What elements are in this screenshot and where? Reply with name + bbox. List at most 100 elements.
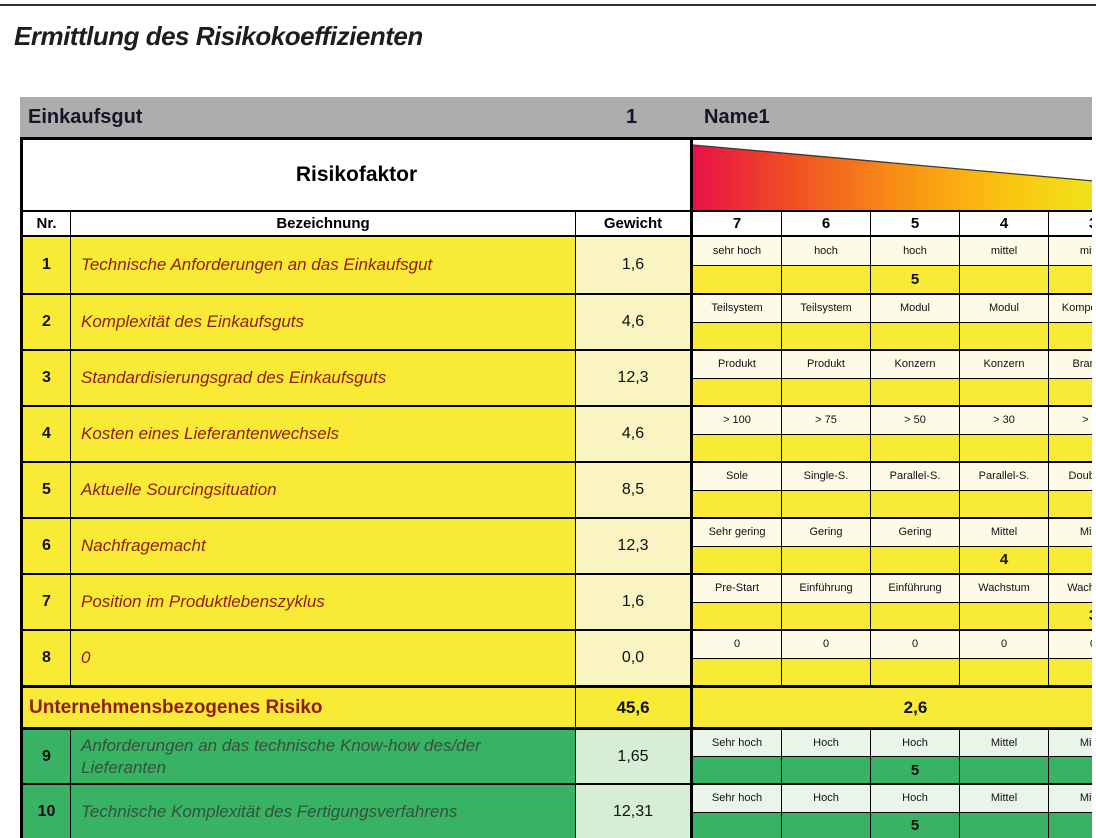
scale-cells: Sehr geringGeringGeringMittelMittel 4 bbox=[693, 519, 1092, 573]
row-bezeichnung: Standardisierungsgrad des Einkaufsguts bbox=[71, 351, 576, 405]
table-row: 10 Technische Komplexität des Fertigungs… bbox=[23, 783, 1092, 838]
row-number: 10 bbox=[23, 785, 71, 838]
scale-value-cell bbox=[960, 812, 1049, 838]
scale-label-cell: Branche bbox=[1049, 351, 1092, 378]
scale-value-cell bbox=[960, 434, 1049, 461]
row-gewicht: 12,3 bbox=[576, 351, 693, 405]
scale-cells: TeilsystemTeilsystemModulModulKomponente bbox=[693, 295, 1092, 349]
scale-value-cell bbox=[782, 434, 871, 461]
spreadsheet-scan: Einkaufsgut 1 Name1 Risikofaktor bbox=[20, 97, 1092, 838]
row-bezeichnung: Technische Anforderungen an das Einkaufs… bbox=[71, 237, 576, 293]
scale-label-cell: Single-S. bbox=[782, 463, 871, 490]
scale-value-cell bbox=[1049, 546, 1092, 573]
scale-value-cell bbox=[871, 602, 960, 629]
summary-row: Unternehmensbezogenes Risiko 45,6 2,6 bbox=[23, 685, 1092, 727]
scale-value-cell bbox=[782, 490, 871, 517]
scale-label-cell: 0 bbox=[1049, 631, 1092, 658]
scale-cells: Sehr hochHochHochMittelMittel 5 bbox=[693, 730, 1092, 783]
scale-value-cell bbox=[871, 378, 960, 405]
scale-value-cell bbox=[871, 322, 960, 349]
table-row: 1 Technische Anforderungen an das Einkau… bbox=[23, 237, 1092, 293]
scale-value-cell bbox=[782, 757, 871, 783]
row-bezeichnung: Position im Produktlebenszyklus bbox=[71, 575, 576, 629]
scale-label-cell: Wachstum bbox=[960, 575, 1049, 602]
scale-label-cell: > 30 bbox=[960, 407, 1049, 434]
scale-value-cell bbox=[693, 546, 782, 573]
scale-label-cell: 0 bbox=[960, 631, 1049, 658]
scale-label-cell: Hoch bbox=[871, 785, 960, 812]
scale-value-cell bbox=[871, 658, 960, 685]
row-gewicht: 1,6 bbox=[576, 575, 693, 629]
summary-risk-value: 2,6 bbox=[693, 688, 1092, 727]
scale-label-cell: Komponente bbox=[1049, 295, 1092, 322]
einkaufsgut-header-bar: Einkaufsgut 1 Name1 bbox=[20, 97, 1092, 137]
scale-label-cell: Gering bbox=[871, 519, 960, 546]
row-bezeichnung: Anforderungen an das technische Know-how… bbox=[71, 730, 576, 783]
scale-label-cell: > 20 bbox=[1049, 407, 1092, 434]
scale-value-cell bbox=[693, 434, 782, 461]
scale-label-cell: Mittel bbox=[960, 730, 1049, 756]
table-row: 6 Nachfragemacht 12,3 Sehr gering Gering G… bbox=[23, 517, 1092, 573]
page-title: Ermittlung des Risikokoeffizienten bbox=[14, 21, 423, 51]
scale-value-cell: 4 bbox=[960, 546, 1049, 573]
scale-value-cell bbox=[782, 658, 871, 685]
row-gewicht: 0,0 bbox=[576, 631, 693, 685]
scale-label-cell: Mittel bbox=[1049, 785, 1092, 812]
row-gewicht: 12,31 bbox=[576, 785, 693, 838]
table-row: 4 Kosten eines Lieferantenwechsels 4,6 >… bbox=[23, 405, 1092, 461]
einkaufsgut-label: Einkaufsgut bbox=[28, 105, 143, 128]
scale-value-cell bbox=[693, 265, 782, 293]
row-bezeichnung: Kosten eines Lieferantenwechsels bbox=[71, 407, 576, 461]
scale-value-subrow bbox=[693, 658, 1092, 685]
scale-cells: ProduktProduktKonzernKonzernBranche bbox=[693, 351, 1092, 405]
table-row: 9 Anforderungen an das technische Know-h… bbox=[23, 727, 1092, 783]
risk-gradient-scale bbox=[693, 140, 1092, 210]
row-number: 3 bbox=[23, 351, 71, 405]
scale-value-cell bbox=[782, 546, 871, 573]
scale-label-subrow: Sehr hochHochHochMittelMittel bbox=[693, 730, 1092, 757]
scale-label-cell: > 75 bbox=[782, 407, 871, 434]
scale-label-cell: Parallel-S. bbox=[871, 463, 960, 490]
table-row: 2 Komplexität des Einkaufsguts 4,6 Teils… bbox=[23, 293, 1092, 349]
scale-label-cell: Produkt bbox=[693, 351, 782, 378]
scale-label-cell: Teilsystem bbox=[693, 295, 782, 322]
row-number: 6 bbox=[23, 519, 71, 573]
column-header-row: Nr. Bezeichnung Gewicht 7 6 5 4 3 bbox=[23, 210, 1092, 237]
col-header-gewicht: Gewicht bbox=[576, 212, 693, 235]
scale-cells: Sehr hochHochHochMittelMittel 5 bbox=[693, 785, 1092, 838]
scale-label-cell: Double-S. bbox=[1049, 463, 1092, 490]
row-number: 1 bbox=[23, 237, 71, 293]
scale-label-subrow: ProduktProduktKonzernKonzernBranche bbox=[693, 351, 1092, 379]
scale-value-subrow: 5 bbox=[693, 757, 1092, 783]
table-row: 5 Aktuelle Sourcingsituation 8,5 Sole Sin… bbox=[23, 461, 1092, 517]
scale-col-header-6: 6 bbox=[782, 212, 871, 235]
col-header-bezeichnung: Bezeichnung bbox=[71, 212, 576, 235]
scale-label-subrow: > 100> 75> 50> 30> 20 bbox=[693, 407, 1092, 435]
scale-label-cell: 0 bbox=[782, 631, 871, 658]
scale-label-cell: Parallel-S. bbox=[960, 463, 1049, 490]
row-gewicht: 4,6 bbox=[576, 407, 693, 461]
table-section-header: Risikofaktor bbox=[23, 140, 1092, 210]
scale-value-cell bbox=[693, 602, 782, 629]
scale-label-cell: Hoch bbox=[871, 730, 960, 756]
scale-value-cell bbox=[871, 546, 960, 573]
scale-label-cell: Konzern bbox=[871, 351, 960, 378]
scale-label-subrow: Sehr hochHochHochMittelMittel bbox=[693, 785, 1092, 813]
scale-label-cell: sehr hoch bbox=[693, 237, 782, 265]
scale-label-cell: Hoch bbox=[782, 730, 871, 756]
summary-gewicht-total: 45,6 bbox=[576, 688, 693, 727]
row-bezeichnung: Komplexität des Einkaufsguts bbox=[71, 295, 576, 349]
scale-value-subrow bbox=[693, 322, 1092, 349]
scale-label-cell: Mittel bbox=[960, 519, 1049, 546]
scale-cells: > 100> 75> 50> 30> 20 bbox=[693, 407, 1092, 461]
scale-label-subrow: SoleSingle-S.Parallel-S.Parallel-S.Doubl… bbox=[693, 463, 1092, 491]
scale-label-cell: Konzern bbox=[960, 351, 1049, 378]
scale-value-cell bbox=[1049, 378, 1092, 405]
scale-value-cell bbox=[693, 658, 782, 685]
einkaufsgut-name: Name1 bbox=[704, 105, 770, 128]
scale-col-header-5: 5 bbox=[871, 212, 960, 235]
scale-value-cell bbox=[1049, 658, 1092, 685]
scale-label-cell: Modul bbox=[871, 295, 960, 322]
scale-value-cell bbox=[693, 812, 782, 838]
scale-label-cell: Produkt bbox=[782, 351, 871, 378]
